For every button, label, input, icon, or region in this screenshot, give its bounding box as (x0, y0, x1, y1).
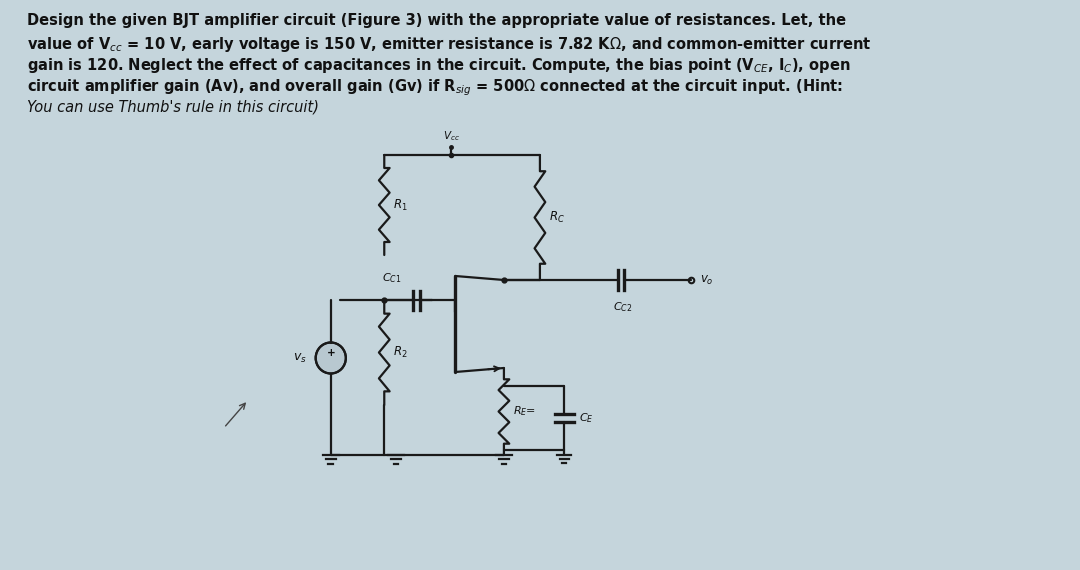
Text: $C_{C2}$: $C_{C2}$ (613, 300, 632, 314)
Text: $R_C$: $R_C$ (549, 210, 565, 225)
Text: Design the given BJT amplifier circuit (Figure 3) with the appropriate value of : Design the given BJT amplifier circuit (… (27, 13, 847, 28)
Text: $R_E$=: $R_E$= (513, 405, 536, 418)
Text: $v_o$: $v_o$ (701, 274, 714, 287)
Text: $v_s$: $v_s$ (293, 352, 307, 365)
Text: gain is 120. Neglect the effect of capacitances in the circuit. Compute, the bia: gain is 120. Neglect the effect of capac… (27, 56, 851, 75)
Text: You can use Thumb's rule in this circuit): You can use Thumb's rule in this circuit… (27, 99, 320, 114)
Text: +: + (327, 348, 336, 359)
Text: $R_1$: $R_1$ (393, 197, 407, 213)
Circle shape (316, 344, 345, 373)
Text: $R_2$: $R_2$ (393, 345, 407, 360)
Text: $C_E$: $C_E$ (579, 411, 594, 425)
Text: value of V$_{cc}$ = 10 V, early voltage is 150 V, emitter resistance is 7.82 K$\: value of V$_{cc}$ = 10 V, early voltage … (27, 35, 872, 54)
Text: $V_{cc}$: $V_{cc}$ (443, 129, 460, 143)
Text: $C_{C1}$: $C_{C1}$ (382, 271, 402, 285)
Text: circuit amplifier gain (Av), and overall gain (Gv) if R$_{sig}$ = 500$\Omega$ co: circuit amplifier gain (Av), and overall… (27, 78, 843, 98)
